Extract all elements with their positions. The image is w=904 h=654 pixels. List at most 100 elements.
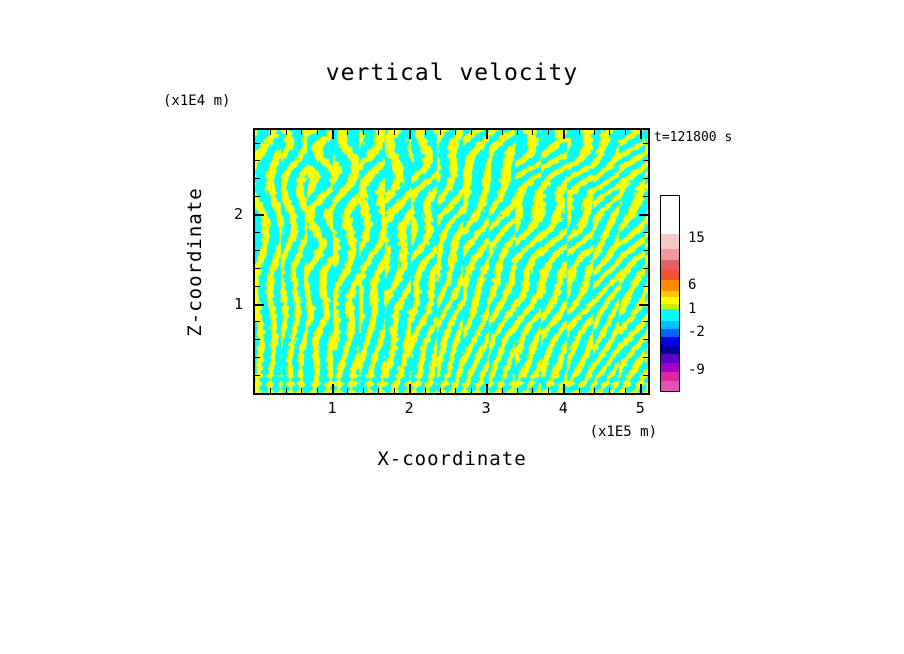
colorbar-segment: [661, 297, 679, 304]
colorbar-segment: [661, 309, 679, 321]
axis-tick: [378, 388, 379, 393]
x-tick-label: 3: [481, 399, 491, 417]
colorbar-segment: [661, 354, 679, 363]
axis-tick: [643, 250, 648, 251]
axis-tick: [609, 388, 610, 393]
axis-tick: [455, 388, 456, 393]
axis-tick: [286, 388, 287, 393]
axis-tick: [532, 388, 533, 393]
axis-tick: [440, 130, 441, 135]
colorbar-segment: [661, 280, 679, 291]
axis-tick: [471, 130, 472, 135]
colorbar-segment: [661, 363, 679, 372]
axis-tick: [643, 339, 648, 340]
axis-tick: [625, 130, 626, 135]
colorbar-segment: [661, 249, 679, 260]
axis-tick: [532, 130, 533, 135]
colorbar-segment: [661, 346, 679, 354]
axis-tick: [643, 321, 648, 322]
axis-tick: [471, 388, 472, 393]
axis-tick: [502, 388, 503, 393]
chart-title: vertical velocity: [325, 60, 579, 86]
axis-tick: [548, 388, 549, 393]
axis-tick: [425, 388, 426, 393]
axis-tick: [255, 286, 260, 287]
axis-tick: [301, 388, 302, 393]
axis-tick: [643, 196, 648, 197]
x-axis-title: X-coordinate: [377, 448, 527, 470]
axis-tick: [594, 388, 595, 393]
axis-tick: [394, 388, 395, 393]
axis-tick: [486, 384, 488, 393]
axis-tick: [517, 388, 518, 393]
axis-tick: [486, 130, 488, 139]
colorbar-segment: [661, 337, 679, 346]
axis-tick: [363, 130, 364, 135]
axis-tick: [594, 130, 595, 135]
colorbar: [660, 195, 680, 392]
colorbar-tick-label: -2: [688, 324, 705, 341]
axis-tick: [255, 160, 260, 161]
colorbar-segment: [661, 381, 679, 391]
axis-tick: [255, 268, 260, 269]
axis-tick: [270, 388, 271, 393]
axis-tick: [643, 357, 648, 358]
axis-tick: [332, 130, 334, 139]
timestamp-label: t=121800 s: [654, 130, 733, 145]
axis-tick: [643, 232, 648, 233]
axis-tick: [609, 130, 610, 135]
axis-tick: [640, 384, 642, 393]
colorbar-tick-label: 15: [688, 229, 705, 246]
colorbar-tick-label: -9: [688, 361, 705, 378]
heatmap-canvas: [255, 130, 648, 393]
axis-tick: [347, 388, 348, 393]
axis-tick: [347, 130, 348, 135]
axis-tick: [563, 384, 565, 393]
axis-tick: [640, 130, 642, 139]
colorbar-segment: [661, 196, 679, 234]
colorbar-segment: [661, 304, 679, 309]
axis-tick: [548, 130, 549, 135]
axis-tick: [378, 130, 379, 135]
colorbar-tick-label: 1: [688, 301, 697, 318]
axis-tick: [455, 130, 456, 135]
colorbar-segment: [661, 321, 679, 329]
axis-tick: [255, 250, 260, 251]
plot-area: [253, 128, 650, 395]
axis-tick: [425, 130, 426, 135]
colorbar-segment: [661, 291, 679, 297]
y-axis-unit-label: (x1E4 m): [163, 93, 231, 109]
axis-tick: [301, 130, 302, 135]
colorbar-segment: [661, 260, 679, 270]
colorbar-segment: [661, 329, 679, 337]
colorbar-segment: [661, 270, 679, 280]
axis-tick: [255, 196, 260, 197]
axis-tick: [563, 130, 565, 139]
axis-tick: [255, 214, 264, 216]
axis-tick: [394, 130, 395, 135]
y-tick-label: 1: [233, 294, 243, 313]
axis-tick: [317, 388, 318, 393]
axis-tick: [579, 388, 580, 393]
axis-tick: [440, 388, 441, 393]
axis-tick: [270, 130, 271, 135]
axis-tick: [517, 130, 518, 135]
axis-tick: [255, 143, 260, 144]
x-tick-label: 4: [558, 399, 568, 417]
axis-tick: [255, 178, 260, 179]
axis-tick: [643, 160, 648, 161]
axis-tick: [286, 130, 287, 135]
axis-tick: [643, 178, 648, 179]
axis-tick: [317, 130, 318, 135]
axis-tick: [255, 304, 264, 306]
axis-tick: [625, 388, 626, 393]
axis-tick: [643, 143, 648, 144]
axis-tick: [643, 286, 648, 287]
axis-tick: [639, 304, 648, 306]
colorbar-tick-label: 6: [688, 276, 697, 293]
x-tick-label: 1: [327, 399, 337, 417]
x-tick-label: 5: [635, 399, 645, 417]
axis-tick: [409, 384, 411, 393]
axis-tick: [255, 321, 260, 322]
